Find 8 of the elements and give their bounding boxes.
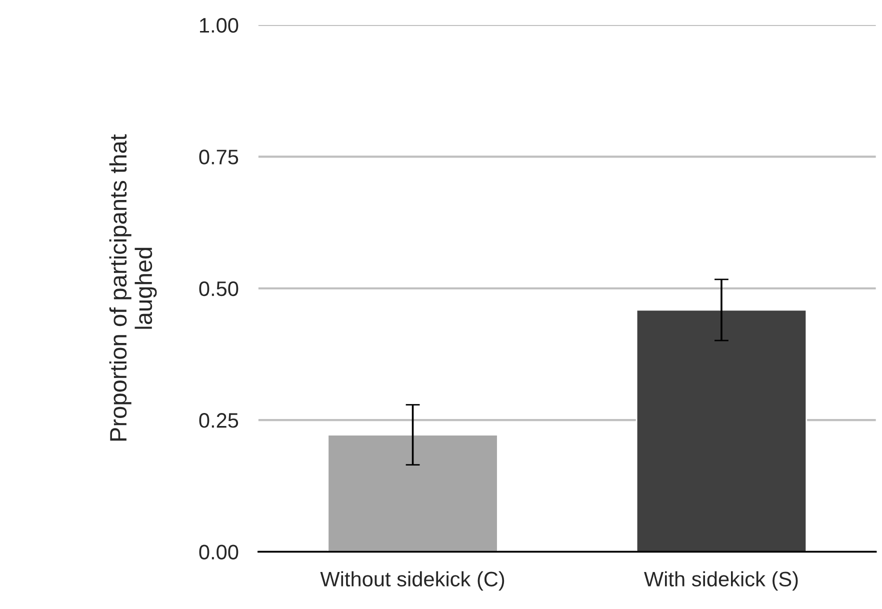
y-tick-label: 0.25	[199, 413, 238, 428]
y-axis-title: Proportion of participants that laughed	[109, 134, 157, 441]
y-tick-label: 0.50	[199, 281, 238, 296]
x-tick-label: With sidekick (S)	[644, 571, 798, 591]
y-tick-label: 0.00	[199, 544, 238, 560]
y-tick-label: 1.00	[200, 18, 238, 33]
x-tick-label: Without sidekick (C)	[320, 571, 504, 591]
y-tick-label: 0.75	[199, 150, 238, 164]
